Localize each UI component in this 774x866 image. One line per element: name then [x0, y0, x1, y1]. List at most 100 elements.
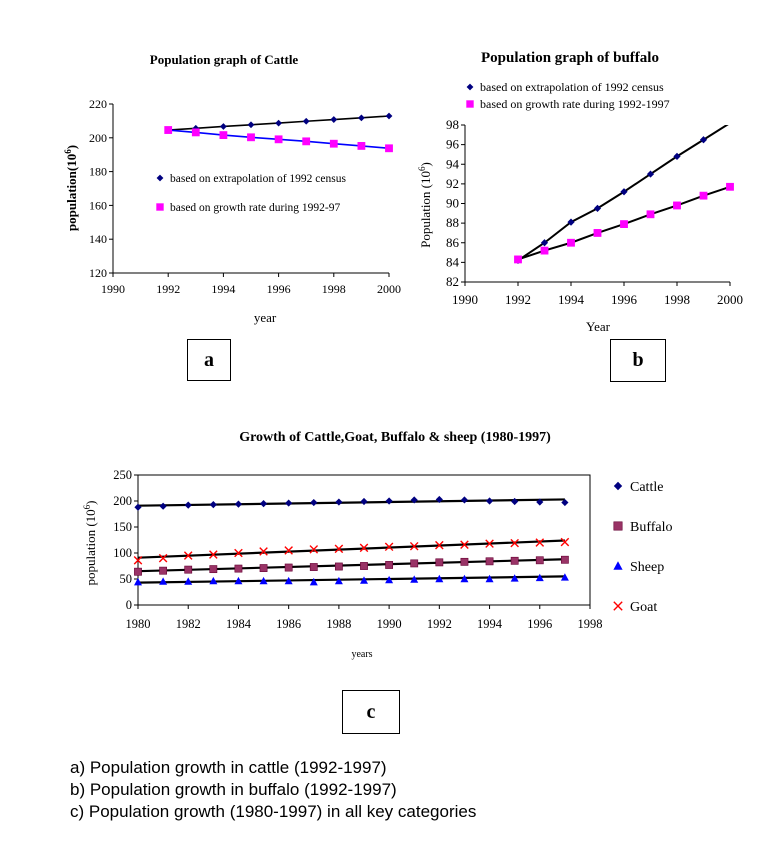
data-point: [360, 497, 368, 506]
data-point: [460, 574, 469, 583]
data-point: [209, 501, 217, 509]
data-point: [133, 555, 143, 565]
data-point: [567, 218, 575, 226]
x-tick-label: 1992: [505, 292, 531, 307]
chart-title: Growth of Cattle,Goat, Buffalo & sheep (…: [239, 430, 551, 445]
data-point: [134, 567, 142, 576]
data-point: [535, 538, 545, 547]
panel-label-b: b: [610, 339, 666, 382]
x-tick-label: 1982: [176, 617, 201, 631]
data-point: [309, 577, 318, 586]
data-point: [247, 133, 255, 142]
y-tick-label: 90: [446, 196, 459, 211]
data-point: [309, 545, 319, 554]
y-tick-label: 180: [89, 165, 107, 179]
legend-entry: Sheep: [630, 560, 664, 575]
data-point: [330, 116, 338, 123]
data-point: [535, 556, 544, 565]
data-point: [410, 559, 419, 568]
data-point: [310, 498, 318, 507]
data-point: [620, 188, 628, 196]
data-point: [699, 136, 708, 144]
x-tick-label: 2000: [377, 282, 401, 296]
y-tick-label: 200: [113, 494, 132, 508]
y-tick-label: 98: [446, 117, 459, 132]
data-point: [334, 544, 344, 554]
data-point: [158, 553, 168, 563]
data-point: [247, 121, 255, 129]
data-point: [184, 501, 192, 509]
y-tick-label: 160: [89, 198, 107, 212]
data-point: [357, 142, 366, 150]
data-point: [359, 543, 369, 553]
data-point: [259, 500, 268, 508]
x-tick-label: 2000: [717, 292, 743, 307]
data-point: [560, 537, 570, 547]
y-tick-label: 0: [126, 598, 132, 612]
legend-entry: based on extrapolation of 1992 census: [170, 173, 346, 185]
data-point: [134, 577, 142, 586]
data-point: [385, 561, 394, 569]
data-point: [285, 499, 293, 507]
data-point: [159, 566, 168, 575]
data-point: [560, 573, 569, 581]
x-tick-label: 1988: [326, 617, 351, 631]
legend-entry: based on growth rate during 1992-97: [170, 202, 340, 214]
x-tick-label: 1990: [101, 282, 125, 296]
data-point: [209, 576, 218, 585]
trend-line: [137, 575, 565, 584]
data-point: [385, 112, 393, 120]
trend-line: [137, 558, 565, 573]
data-point: [385, 497, 393, 505]
data-point: [274, 135, 283, 144]
y-tick-label: 250: [113, 468, 132, 482]
data-point: [560, 555, 569, 564]
caption-b: b) Population growth in buffalo (1992-19…: [70, 780, 397, 799]
data-point: [159, 577, 168, 585]
y-tick-label: 88: [446, 215, 459, 230]
data-point: [164, 126, 173, 134]
data-point: [384, 542, 394, 552]
data-point: [511, 497, 519, 506]
y-tick-label: 100: [113, 546, 132, 560]
data-point: [726, 182, 734, 191]
legend-marker: [613, 561, 623, 570]
data-point: [535, 573, 544, 582]
panel-label-c-text: c: [366, 700, 376, 723]
trend-line: [137, 539, 565, 559]
data-point: [219, 131, 228, 139]
panel-label-a: a: [187, 339, 231, 381]
y-tick-label: 96: [446, 137, 460, 152]
legend-marker: [466, 83, 474, 91]
panel-label-c: c: [342, 690, 400, 734]
data-point: [620, 220, 628, 229]
data-point: [485, 497, 494, 505]
data-point: [510, 538, 519, 548]
x-tick-label: 1994: [211, 282, 235, 296]
y-axis-label: Population (106): [417, 162, 433, 248]
data-point: [673, 201, 681, 210]
x-tick-label: 1992: [156, 282, 180, 296]
data-point: [209, 550, 218, 559]
x-tick-label: 1996: [527, 617, 552, 631]
data-point: [485, 557, 494, 566]
data-point: [302, 137, 311, 146]
data-point: [360, 562, 368, 570]
x-tick-label: 1996: [267, 282, 291, 296]
data-point: [134, 503, 142, 511]
plot-frame: [137, 474, 591, 606]
x-axis-label: year: [254, 310, 277, 325]
legend-entry: Buffalo: [630, 520, 673, 535]
x-axis-label: years: [351, 649, 372, 660]
data-point: [593, 204, 602, 213]
data-point: [184, 565, 193, 574]
caption-a: a) Population growth in cattle (1992-199…: [70, 758, 387, 777]
data-point: [335, 498, 343, 506]
y-axis-label: population (106): [82, 500, 98, 585]
y-tick-label: 94: [446, 156, 460, 171]
data-point: [435, 574, 444, 583]
data-point: [646, 170, 655, 178]
data-point: [385, 575, 394, 584]
x-tick-label: 1998: [578, 617, 603, 631]
x-tick-label: 1996: [611, 292, 638, 307]
